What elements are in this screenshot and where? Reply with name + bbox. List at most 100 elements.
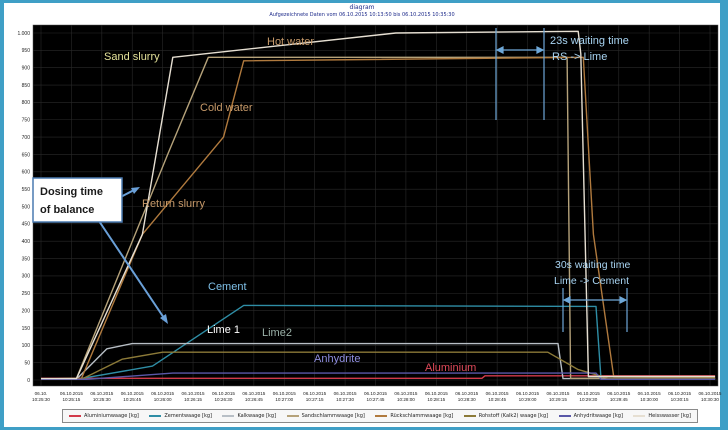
annotation-cement: Cement	[208, 281, 247, 293]
x-tick-time: 10:26:15	[184, 397, 202, 402]
annotation-sand-slurry: Sand slurry	[104, 51, 160, 63]
legend-swatch	[286, 415, 299, 417]
x-tick-time: 10:28:30	[458, 397, 476, 402]
x-tick-date: 06.10.2015	[60, 391, 83, 396]
y-tick-label: 550	[22, 187, 31, 193]
legend-label: Sandschlammwaage [kg]	[301, 413, 365, 419]
x-tick-time: 10:28:00	[397, 397, 415, 402]
x-tick-date: 06.10.2015	[212, 391, 235, 396]
legend-item: Kalkwaage [kg]	[222, 413, 276, 419]
x-tick-time: 10:25:30	[93, 397, 111, 402]
legend-label: Anhydritwaage [kg]	[573, 413, 623, 419]
annotation-lime-2: Lime2	[262, 327, 292, 339]
x-tick-time: 10:27:15	[306, 397, 324, 402]
annotation-return-slurry: Return slurry	[142, 198, 205, 210]
series-line-anhydrite	[41, 372, 716, 380]
legend-swatch	[463, 415, 476, 417]
annotation-hot-water: Hot water	[267, 36, 314, 48]
legend-swatch	[222, 415, 235, 417]
x-tick-time: 10:28:15	[427, 397, 445, 402]
annotation-rs-lime: RS -> Lime	[552, 51, 607, 63]
annotations: Sand slurry Hot water Cold water Return …	[104, 35, 630, 374]
x-tick-time: 10:27:45	[367, 397, 385, 402]
x-tick-date: 06.10.2015	[394, 391, 417, 396]
x-tick-date: 06.10.2015	[699, 391, 722, 396]
legend-label: Rohstoff (Kalk2) waage [kg]	[478, 413, 549, 419]
y-tick-label: 600	[22, 170, 31, 176]
legend-label: Kalkwaage [kg]	[237, 413, 277, 419]
y-tick-label: 250	[22, 291, 31, 297]
x-tick-date: 06.10.2015	[121, 391, 144, 396]
x-tick-date: 06.10.2015	[425, 391, 448, 396]
series-lines	[40, 30, 716, 380]
x-tick-date: 06.10.2015	[303, 391, 326, 396]
y-tick-label: 500	[22, 204, 31, 210]
x-tick-time: 10:29:45	[610, 397, 628, 402]
x-tick-time: 10:27:30	[336, 397, 354, 402]
legend-swatch	[633, 415, 646, 417]
callout-line-1: Dosing time	[40, 186, 103, 198]
x-tick-date: 06.10.2015	[577, 391, 600, 396]
x-tick-time: 10:26:00	[154, 397, 172, 402]
x-tick-date: 06.10.2015	[151, 391, 174, 396]
annotation-lime-1: Lime 1	[207, 324, 240, 336]
x-tick-time: 10:25:45	[123, 397, 141, 402]
x-tick-date: 06.10.2015	[486, 391, 509, 396]
x-tick-date: 06.10.2015	[242, 391, 265, 396]
y-tick-label: 400	[22, 239, 31, 245]
series-line-hot-water	[41, 30, 716, 380]
y-tick-label: 200	[22, 308, 31, 314]
legend-item: Aluminiumwaage [kg]	[69, 413, 139, 419]
x-tick-time: 10:29:15	[549, 397, 567, 402]
annotation-anhydrite: Anhydrite	[314, 353, 360, 365]
y-axis: 1.00095090085080075070065060055050045040…	[17, 31, 30, 384]
x-tick-date: 06.10.2015	[90, 391, 113, 396]
y-tick-label: 750	[22, 118, 31, 124]
x-tick-time: 10:26:45	[245, 397, 263, 402]
annotation-waiting-30s: 30s waiting time	[555, 259, 630, 271]
annotation-lime-cement: Lime -> Cement	[554, 275, 629, 287]
x-tick-date: 06.10.2015	[455, 391, 478, 396]
grid-lines	[33, 25, 718, 386]
y-tick-label: 650	[22, 152, 31, 158]
window-title: diagram	[349, 4, 375, 11]
y-tick-label: 100	[22, 343, 31, 349]
x-tick-time: 10:27:00	[275, 397, 293, 402]
x-tick-date: 06.10.2015	[638, 391, 661, 396]
x-tick-date: 06.10.2015	[273, 391, 296, 396]
legend-item: Rohstoff (Kalk2) waage [kg]	[463, 413, 549, 419]
x-tick-time: 10:26:30	[215, 397, 233, 402]
waiting-time-30s-marker	[562, 288, 628, 332]
y-tick-label: 900	[22, 66, 31, 72]
annotation-aluminium: Aluminium	[425, 362, 476, 374]
legend-item: Sandschlammwaage [kg]	[286, 413, 365, 419]
y-tick-label: 700	[22, 135, 31, 141]
callout-line-2: of balance	[40, 204, 94, 216]
y-tick-label: 950	[22, 48, 31, 54]
y-tick-label: 350	[22, 256, 31, 262]
legend-swatch	[149, 415, 162, 417]
x-tick-time: 10:29:00	[519, 397, 537, 402]
legend-item: Anhydritwaage [kg]	[558, 413, 623, 419]
x-tick-date: 06.10.2015	[607, 391, 630, 396]
y-tick-label: 300	[22, 274, 31, 280]
x-tick-time: 10:25:30	[32, 397, 50, 402]
dosing-time-callout: Dosing time of balance	[32, 177, 168, 324]
x-tick-date: 06.10.2015	[546, 391, 569, 396]
y-tick-label: 800	[22, 100, 31, 106]
y-tick-label: 150	[22, 326, 31, 332]
legend-swatch	[375, 415, 388, 417]
legend-label: Zementwaage [kg]	[164, 413, 212, 419]
x-tick-time: 10:25:15	[62, 397, 80, 402]
x-tick-date: 06.10.2015	[182, 391, 205, 396]
legend-swatch	[69, 415, 81, 417]
x-tick-date: 06.10.2015	[516, 391, 539, 396]
legend-label: Heisswasser [kg]	[648, 413, 691, 419]
legend-label: Rückschlammwaage [kg]	[390, 413, 454, 419]
y-tick-label: 50	[24, 360, 30, 366]
x-tick-date: 06.10.2015	[364, 391, 387, 396]
y-tick-label: 1.000	[17, 31, 30, 37]
x-tick-time: 10:29:30	[579, 397, 597, 402]
